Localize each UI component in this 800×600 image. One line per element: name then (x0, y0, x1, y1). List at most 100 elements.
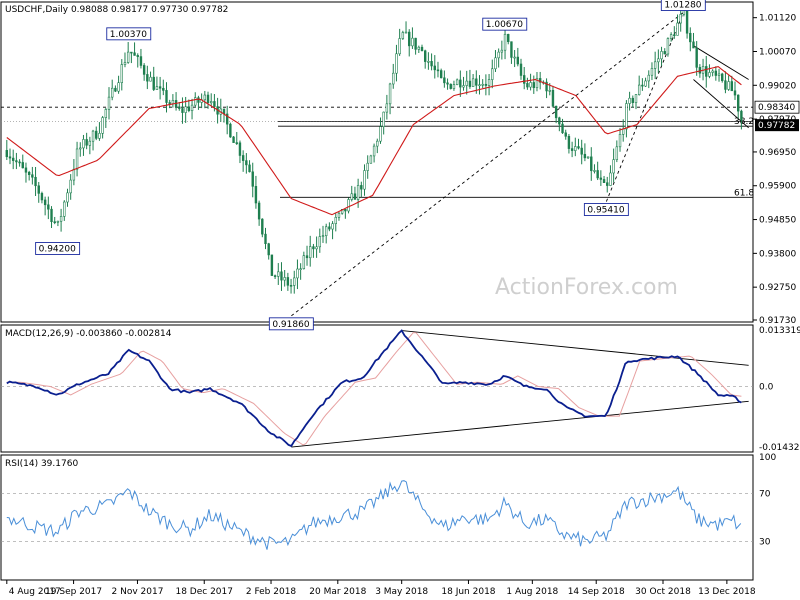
price-ytick-label: 1.00070 (759, 47, 796, 57)
price-bar (245, 153, 248, 174)
price-bar (21, 154, 24, 169)
price-bar (11, 149, 15, 170)
svg-text:1.00370: 1.00370 (110, 30, 147, 40)
price-bar (564, 129, 567, 140)
price-bar (133, 42, 136, 56)
fib-level-label: 61.8 (734, 188, 754, 198)
price-bar (606, 176, 609, 193)
price-bar (264, 227, 267, 250)
price-bar (523, 67, 526, 90)
price-bar (545, 78, 548, 99)
price-bar (257, 200, 261, 226)
price-bar (452, 80, 456, 91)
price-bar (641, 78, 644, 91)
price-bar (296, 259, 299, 290)
price-bar (538, 71, 542, 90)
price-bar (637, 75, 641, 96)
price-bar (273, 274, 277, 280)
price-bar (302, 251, 306, 270)
price-bar (123, 52, 127, 68)
price-bar (56, 220, 60, 227)
price-bar (222, 108, 226, 123)
price-bar (165, 82, 168, 113)
price-bar (433, 55, 436, 79)
macd-panel (0, 324, 754, 453)
price-bar (618, 127, 622, 152)
price-ytick-label: 0.93800 (759, 249, 796, 259)
price-bar (372, 143, 376, 163)
rsi-panel (0, 454, 754, 581)
price-panel (0, 1, 754, 323)
x-tick-label: 20 Mar 2018 (309, 587, 366, 597)
price-bar (705, 55, 708, 88)
price-bar (184, 96, 187, 123)
price-bar (347, 197, 350, 214)
price-bar (321, 225, 325, 243)
price-bar (328, 222, 331, 232)
macd-ytick-label: 0.0 (759, 382, 774, 392)
price-bar (622, 119, 625, 142)
price-bar (37, 181, 40, 203)
watermark: ActionForex.com (495, 275, 678, 300)
price-bar (382, 111, 385, 135)
price-bar (197, 95, 200, 110)
svg-text:0.98340: 0.98340 (758, 103, 795, 113)
price-bar (430, 53, 433, 71)
price-bar (481, 79, 484, 89)
price-ytick-label: 0.95900 (759, 182, 796, 192)
swing-label: 1.01280 (660, 0, 706, 11)
price-bar (561, 118, 564, 134)
price-bar (730, 75, 734, 92)
x-tick-label: 18 Dec 2017 (175, 587, 233, 597)
price-bar (657, 49, 660, 73)
price-bar (628, 91, 631, 111)
price-bar (235, 131, 238, 145)
price-bar (120, 59, 123, 91)
price-bar (254, 175, 258, 209)
price-bar (459, 70, 462, 97)
price-bar (392, 63, 395, 89)
macd-ytick-label: -0.014323 (759, 443, 800, 453)
price-bar (152, 66, 155, 92)
price-bar (736, 94, 740, 119)
price-bar (580, 139, 583, 165)
price-bar (711, 69, 714, 77)
price-bar (126, 42, 130, 64)
price-bar (721, 72, 724, 83)
price-bar (615, 140, 619, 163)
svg-text:1.01280: 1.01280 (664, 1, 701, 11)
price-bar (107, 87, 111, 120)
price-bar (139, 48, 143, 69)
price-bar (261, 218, 264, 238)
price-bar (286, 272, 290, 291)
price-bar (436, 61, 440, 78)
moving-average-line (6, 66, 742, 216)
price-bar (111, 79, 114, 101)
price-bar (47, 196, 50, 220)
rsi-title: RSI(14) 39.1760 (5, 459, 78, 469)
price-bar (513, 50, 516, 68)
x-tick-label: 19 Sep 2017 (45, 587, 102, 597)
price-bar (669, 32, 673, 42)
price-bar (337, 211, 341, 221)
price-bar (334, 213, 337, 232)
price-bar (241, 150, 245, 172)
price-bar (277, 263, 280, 285)
swing-label: 1.00370 (106, 27, 152, 41)
price-bar (462, 76, 465, 91)
price-bar (423, 49, 427, 69)
price-bar (88, 136, 92, 155)
price-bar (299, 263, 302, 280)
x-tick-label: 1 Aug 2018 (506, 587, 558, 597)
x-tick-label: 18 Jun 2018 (441, 587, 495, 597)
price-bar (85, 132, 88, 150)
price-bar (590, 147, 593, 181)
price-bar (612, 148, 615, 183)
price-bar (155, 76, 159, 90)
macd-line (6, 329, 742, 448)
price-bar (401, 30, 405, 40)
price-bar (178, 102, 181, 111)
price-bar (79, 142, 82, 157)
swing-label: 0.91860 (268, 317, 314, 331)
